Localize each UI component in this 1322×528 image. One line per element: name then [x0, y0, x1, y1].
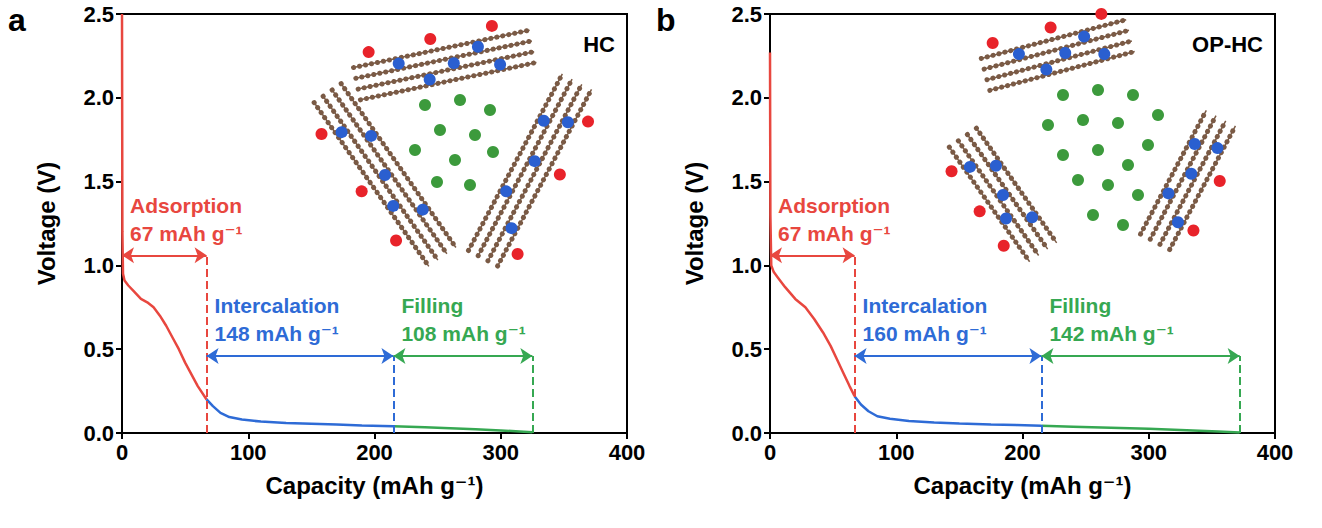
svg-text:148 mAh g⁻¹: 148 mAh g⁻¹ — [215, 322, 339, 345]
svg-text:1.0: 1.0 — [731, 253, 762, 278]
svg-text:0: 0 — [764, 440, 776, 465]
svg-text:200: 200 — [356, 440, 393, 465]
svg-text:400: 400 — [609, 440, 646, 465]
svg-text:67 mAh g⁻¹: 67 mAh g⁻¹ — [130, 222, 243, 245]
svg-text:Capacity (mAh g⁻¹): Capacity (mAh g⁻¹) — [265, 472, 483, 499]
svg-text:Voltage (V): Voltage (V) — [33, 162, 60, 286]
svg-text:2.5: 2.5 — [731, 2, 762, 27]
svg-text:160 mAh g⁻¹: 160 mAh g⁻¹ — [863, 322, 987, 345]
svg-text:0.0: 0.0 — [731, 421, 762, 446]
svg-text:67 mAh g⁻¹: 67 mAh g⁻¹ — [778, 222, 891, 245]
svg-text:400: 400 — [1257, 440, 1294, 465]
svg-text:Filling: Filling — [401, 294, 463, 317]
svg-text:Intercalation: Intercalation — [863, 294, 988, 317]
svg-text:2.0: 2.0 — [83, 85, 114, 110]
svg-text:Intercalation: Intercalation — [215, 294, 340, 317]
svg-text:108 mAh g⁻¹: 108 mAh g⁻¹ — [401, 322, 525, 345]
svg-text:100: 100 — [230, 440, 267, 465]
svg-text:OP-HC: OP-HC — [1192, 32, 1263, 57]
svg-text:2.0: 2.0 — [731, 85, 762, 110]
svg-text:200: 200 — [1004, 440, 1041, 465]
svg-text:Filling: Filling — [1049, 294, 1111, 317]
svg-text:1.5: 1.5 — [83, 169, 114, 194]
svg-text:300: 300 — [1130, 440, 1167, 465]
svg-text:1.0: 1.0 — [83, 253, 114, 278]
svg-text:0: 0 — [116, 440, 128, 465]
svg-text:1.5: 1.5 — [731, 169, 762, 194]
svg-text:HC: HC — [583, 32, 615, 57]
svg-text:Voltage (V): Voltage (V) — [681, 162, 708, 286]
svg-text:300: 300 — [482, 440, 519, 465]
svg-text:Adsorption: Adsorption — [778, 194, 890, 217]
svg-text:0.0: 0.0 — [83, 421, 114, 446]
svg-text:Capacity (mAh g⁻¹): Capacity (mAh g⁻¹) — [913, 472, 1131, 499]
svg-text:142 mAh g⁻¹: 142 mAh g⁻¹ — [1049, 322, 1173, 345]
svg-text:0.5: 0.5 — [83, 337, 114, 362]
svg-text:Adsorption: Adsorption — [130, 194, 242, 217]
svg-text:b: b — [656, 2, 676, 38]
svg-text:a: a — [8, 2, 26, 38]
svg-text:2.5: 2.5 — [83, 2, 114, 27]
svg-text:100: 100 — [878, 440, 915, 465]
svg-text:0.5: 0.5 — [731, 337, 762, 362]
